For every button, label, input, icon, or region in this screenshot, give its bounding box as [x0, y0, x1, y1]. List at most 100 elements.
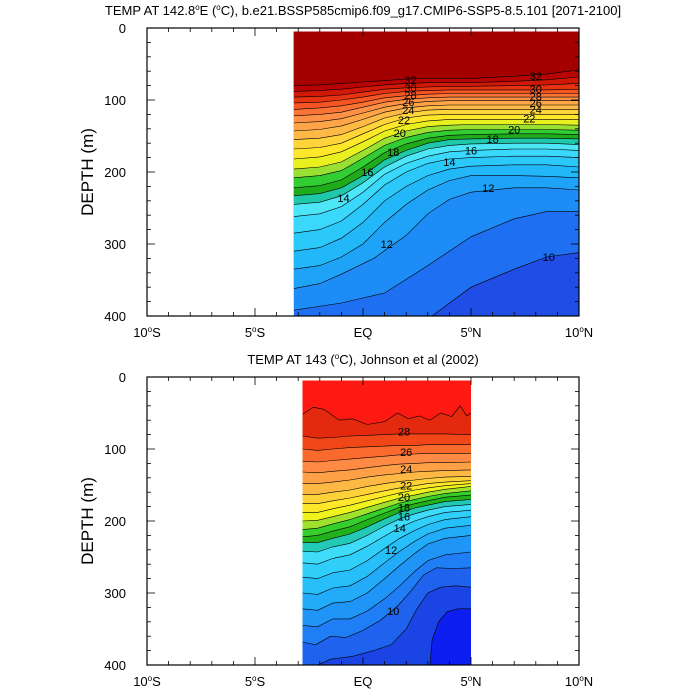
- x-tick-label: 10oS: [133, 325, 161, 340]
- contour-label: 20: [394, 128, 406, 140]
- y-tick-label: 0: [119, 21, 126, 36]
- y-tick-label: 200: [104, 514, 126, 529]
- y-tick-label: 200: [104, 165, 126, 180]
- contour-label: 24: [402, 105, 414, 117]
- y-tick-label: 400: [104, 658, 126, 673]
- contour-label: 16: [361, 167, 373, 179]
- contour-label: 26: [402, 97, 414, 109]
- contour-label: 18: [398, 502, 410, 514]
- panel-title: TEMP AT 143 (oC), Johnson et al (2002): [247, 352, 478, 367]
- contour-label: 28: [404, 90, 416, 102]
- isotherm-line: [302, 469, 471, 484]
- isotherm-line: [302, 405, 471, 425]
- contour-label: 18: [387, 147, 399, 159]
- contour-label: 12: [385, 545, 397, 557]
- isotherm-line: [302, 509, 471, 565]
- isotherm-line: [431, 252, 579, 316]
- isotherm-line: [302, 480, 471, 504]
- contour-label: 30: [530, 84, 542, 96]
- contour-label: 26: [530, 98, 542, 110]
- isotherm-line: [293, 114, 579, 150]
- x-tick-label: 10oN: [565, 674, 593, 689]
- isotherm-line: [293, 133, 579, 189]
- isotherm-line: [293, 137, 579, 197]
- contour-label: 20: [508, 125, 520, 137]
- contour-band: [302, 380, 471, 425]
- isotherm-line: [293, 142, 579, 205]
- contour-label: 10: [387, 606, 399, 618]
- isotherm-line: [302, 516, 471, 579]
- x-tick-label: 5oN: [460, 325, 481, 340]
- contour-lines: [293, 69, 579, 316]
- isotherm-line: [293, 83, 579, 98]
- x-tick-label: 10oN: [565, 325, 593, 340]
- tick-marks: [146, 376, 580, 666]
- contour-label: 14: [443, 157, 455, 169]
- contour-label: 32: [404, 75, 416, 87]
- contour-label: 18: [486, 134, 498, 146]
- isotherm-line: [429, 608, 471, 665]
- isotherm-line: [302, 504, 471, 553]
- x-tick-label: 5oS: [245, 674, 266, 689]
- contour-band: [293, 31, 579, 86]
- contour-label: 26: [400, 447, 412, 459]
- isotherm-line: [293, 148, 579, 217]
- x-tick-label: 5oN: [460, 674, 481, 689]
- chart-panel-1: 3230282624222018161412323028262422201816…: [78, 3, 621, 340]
- contour-label: 16: [398, 512, 410, 524]
- contour-label: 12: [482, 183, 494, 195]
- x-tick-label: 5oS: [245, 325, 266, 340]
- contour-fills: [302, 380, 471, 665]
- isotherm-line: [302, 453, 471, 463]
- contour-label: 28: [398, 427, 410, 439]
- y-axis-label: DEPTH (m): [78, 128, 97, 216]
- contour-label: 12: [381, 239, 393, 251]
- y-tick-label: 100: [104, 93, 126, 108]
- isotherm-line: [302, 551, 471, 628]
- y-tick-label: 300: [104, 586, 126, 601]
- isotherm-line: [302, 525, 471, 595]
- isotherm-line: [293, 129, 579, 179]
- isotherm-line: [302, 490, 471, 530]
- isotherm-line: [293, 104, 579, 132]
- isotherm-line: [293, 187, 579, 289]
- isotherm-line: [302, 433, 471, 439]
- isotherm-line: [293, 119, 579, 160]
- isotherm-line: [293, 76, 579, 92]
- y-axis-label: DEPTH (m): [78, 477, 97, 565]
- contour-fills: [293, 31, 579, 316]
- isotherm-line: [317, 585, 471, 665]
- isotherm-line: [302, 476, 471, 495]
- contour-lines: [302, 405, 471, 665]
- contour-label: 10: [543, 252, 555, 264]
- isotherm-line: [293, 164, 579, 252]
- isotherm-line: [293, 100, 579, 124]
- contour-label: 28: [530, 91, 542, 103]
- tick-marks: [146, 27, 580, 317]
- panel-title: TEMP AT 142.8oE (oC), b.e21.BSSP585cmip6…: [105, 3, 621, 18]
- y-tick-label: 0: [119, 370, 126, 385]
- isotherm-line: [293, 124, 579, 170]
- contour-label: 22: [523, 114, 535, 126]
- isotherm-line: [293, 69, 579, 86]
- x-tick-label: EQ: [354, 674, 373, 689]
- x-tick-label: EQ: [354, 325, 373, 340]
- isotherm-line: [302, 483, 471, 513]
- y-tick-label: 100: [104, 442, 126, 457]
- isotherm-line: [302, 461, 471, 474]
- isotherm-line: [302, 444, 471, 451]
- contour-label: 24: [530, 104, 542, 116]
- isotherm-line: [293, 155, 579, 234]
- isotherm-line: [293, 211, 579, 311]
- contour-label: 20: [398, 492, 410, 504]
- contour-label: 16: [465, 145, 477, 157]
- isotherm-line: [293, 96, 579, 117]
- contour-label: 32: [530, 71, 542, 83]
- contour-label: 14: [337, 193, 349, 205]
- isotherm-line: [302, 499, 471, 543]
- isotherm-line: [293, 109, 579, 140]
- y-tick-label: 400: [104, 309, 126, 324]
- isotherm-line: [302, 535, 471, 611]
- isotherm-line: [293, 175, 579, 270]
